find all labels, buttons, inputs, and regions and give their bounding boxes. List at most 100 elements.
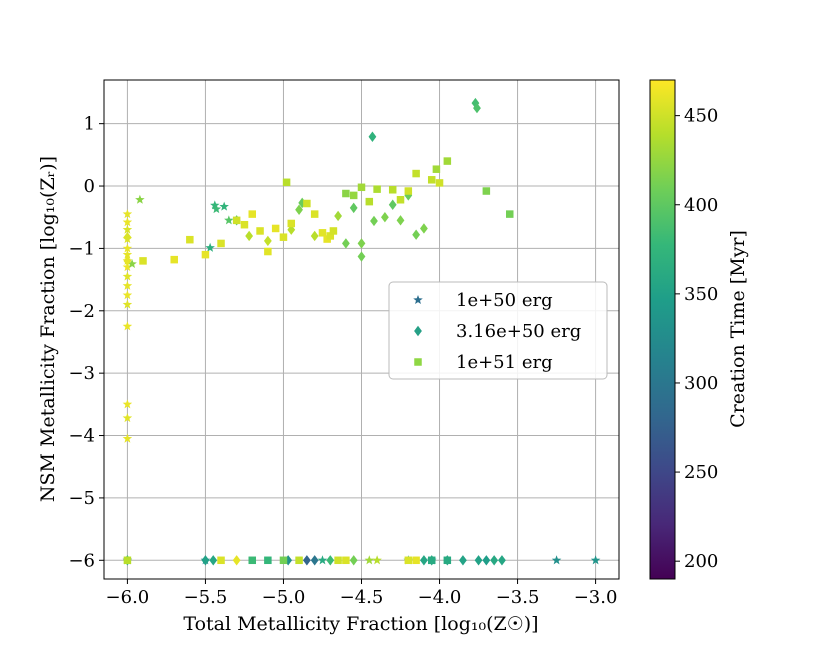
diamond-point xyxy=(388,199,397,210)
square-point xyxy=(349,191,358,200)
square-point xyxy=(342,556,350,565)
square-point xyxy=(342,189,350,198)
x-tick-label: −5.5 xyxy=(184,587,228,608)
star-point xyxy=(219,201,229,211)
diamond-point xyxy=(482,555,491,566)
diamond-point xyxy=(381,212,389,223)
square-point xyxy=(201,250,210,259)
legend-marker-star xyxy=(413,295,423,305)
star-point xyxy=(122,290,133,300)
diamond-point xyxy=(232,555,241,566)
diamond-point xyxy=(420,223,428,234)
square-point xyxy=(248,556,257,565)
star-point xyxy=(224,215,234,225)
square-point xyxy=(318,229,327,237)
diamond-point xyxy=(349,555,358,566)
square-point xyxy=(279,556,288,565)
square-point xyxy=(435,179,444,187)
diamond-point xyxy=(245,230,254,242)
square-point xyxy=(357,183,366,192)
legend-marker-diamond xyxy=(414,325,422,337)
square-point xyxy=(404,187,413,195)
diamond-point xyxy=(298,197,307,209)
diamond-point xyxy=(349,202,358,214)
y-tick-label: −2 xyxy=(68,301,95,322)
star-point xyxy=(122,321,133,331)
x-tick-label: −3.0 xyxy=(574,587,618,608)
square-point xyxy=(264,556,272,565)
diamond-point xyxy=(370,215,378,227)
star-point xyxy=(122,413,133,423)
square-point xyxy=(248,210,257,218)
y-tick-label: −3 xyxy=(68,363,95,384)
star-point xyxy=(551,555,562,565)
y-axis-ticks: 1 0 −1 −2 −3 −4 −5 −6 xyxy=(68,114,104,571)
square-point xyxy=(256,227,264,235)
square-point xyxy=(396,196,405,204)
square-point xyxy=(139,257,147,265)
square-point xyxy=(326,232,335,240)
legend-label: 1e+50 erg xyxy=(456,290,553,311)
x-axis-ticks: −6.0 −5.5 −5.0 −4.5 −4.0 −3.5 −3.0 xyxy=(106,579,618,608)
square-point xyxy=(482,187,491,195)
star-point xyxy=(127,259,137,269)
square-point xyxy=(186,235,194,244)
star-point xyxy=(122,243,133,253)
diamond-point xyxy=(310,230,319,242)
legend-label: 3.16e+50 erg xyxy=(456,321,581,342)
diamond-point xyxy=(459,555,467,566)
square-point xyxy=(240,220,249,229)
square-point xyxy=(427,176,436,184)
data-points xyxy=(122,97,601,566)
diamond-point xyxy=(368,131,377,142)
square-point xyxy=(264,247,272,256)
x-tick-label: −4.5 xyxy=(340,587,384,608)
square-point xyxy=(271,224,280,233)
diamond-point xyxy=(123,231,132,243)
y-tick-label: 0 xyxy=(84,176,95,197)
diamond-point xyxy=(357,251,366,262)
x-tick-label: −4.0 xyxy=(418,587,462,608)
square-point xyxy=(432,165,441,173)
square-point xyxy=(365,197,374,206)
diamond-point xyxy=(357,238,366,249)
star-point xyxy=(364,555,375,565)
star-point xyxy=(211,204,222,214)
y-tick-label: 1 xyxy=(84,114,95,135)
star-point xyxy=(372,555,382,565)
square-point xyxy=(404,556,413,565)
legend-marker-square xyxy=(414,358,422,366)
square-point xyxy=(282,178,291,187)
star-point xyxy=(122,217,133,227)
y-tick-label: −4 xyxy=(68,426,95,447)
star-point xyxy=(590,555,601,565)
star-point xyxy=(135,194,145,204)
colorbar-tick-label: 450 xyxy=(684,106,718,127)
diamond-point xyxy=(123,255,132,267)
colorbar-tick-label: 300 xyxy=(684,373,718,394)
square-point xyxy=(427,556,436,565)
square-point xyxy=(443,556,452,565)
x-tick-label: −3.5 xyxy=(496,587,540,608)
square-point xyxy=(217,556,225,565)
square-point xyxy=(303,199,311,208)
square-point xyxy=(295,556,303,565)
colorbar-gradient xyxy=(650,80,675,579)
star-point xyxy=(122,299,133,309)
y-tick-label: −5 xyxy=(68,488,95,509)
square-point xyxy=(388,186,397,194)
square-point xyxy=(443,157,452,165)
diamond-point xyxy=(404,190,413,201)
y-tick-label: −6 xyxy=(68,550,95,571)
diamond-point xyxy=(326,555,335,566)
square-point xyxy=(412,169,420,178)
diamond-point xyxy=(412,229,421,240)
star-point xyxy=(122,224,133,234)
colorbar-frame xyxy=(649,79,676,580)
diamond-point xyxy=(263,235,272,247)
diamond-point xyxy=(490,555,499,566)
y-axis-label: NSM Metallicity Fraction [log₁₀(Zᵣ)] xyxy=(37,156,59,502)
diamond-point xyxy=(201,555,210,566)
colorbar: 200 250 300 350 400 450 Creation Time [Myr] xyxy=(649,79,749,580)
